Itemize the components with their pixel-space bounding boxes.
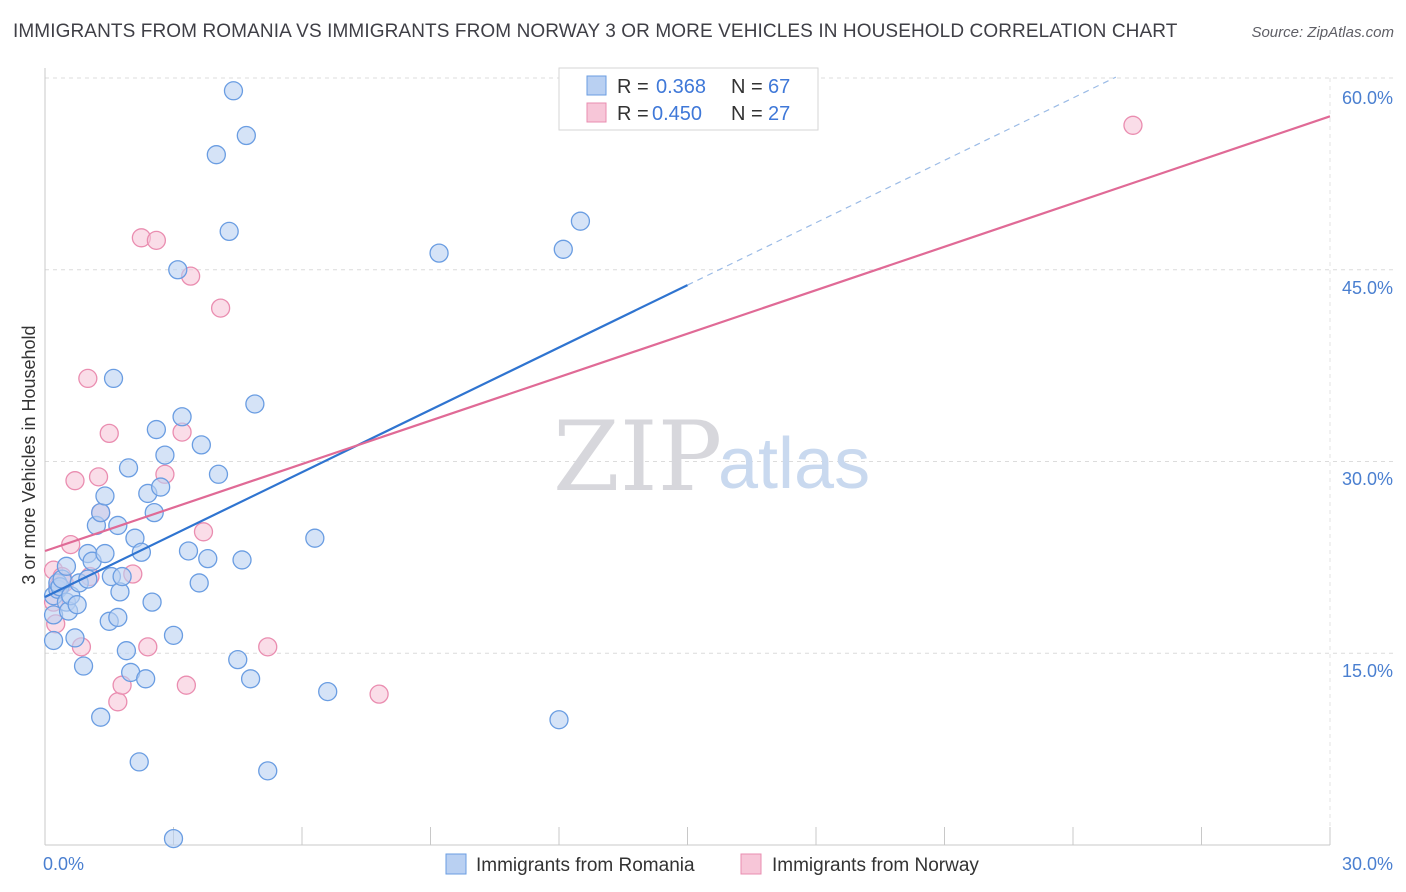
legend-r-label-norway: R = — [617, 103, 649, 125]
romania-point-52 — [208, 464, 229, 484]
norway-point-27 — [369, 684, 389, 704]
romania-point-45 — [168, 260, 188, 280]
y-tick-label-60: 60.0% — [1342, 88, 1393, 108]
legend-n-value-norway: 27 — [768, 103, 790, 125]
romania-point-29 — [112, 566, 132, 587]
legend-r-value-romania: 0.368 — [656, 76, 706, 98]
series-legend: Immigrants from Romania Immigrants from … — [445, 853, 979, 876]
romania-point-55 — [228, 649, 248, 670]
romania-point-39 — [144, 502, 164, 523]
romania-point-21 — [95, 543, 115, 564]
norway-point-22 — [176, 675, 197, 695]
norway-point-26 — [258, 637, 278, 657]
y-tick-label-30: 30.0% — [1342, 469, 1393, 489]
romania-point-22 — [95, 486, 115, 506]
bottom-legend-label-romania: Immigrants from Romania — [476, 855, 695, 876]
romania-point-36 — [136, 669, 156, 689]
romania-point-56 — [232, 550, 252, 570]
romania-point-47 — [178, 541, 199, 561]
chart-title: IMMIGRANTS FROM ROMANIA VS IMMIGRANTS FR… — [13, 21, 1178, 42]
romania-point-38 — [142, 592, 162, 612]
romania-point-42 — [155, 445, 175, 465]
x-tick-label-30: 30.0% — [1342, 854, 1393, 874]
norway-point-11 — [88, 467, 109, 487]
romania-point-61 — [305, 528, 325, 548]
romania-point-50 — [198, 549, 218, 569]
romania-point-48 — [189, 573, 209, 593]
series-romania-points — [43, 81, 591, 849]
romania-point-63 — [429, 243, 449, 263]
romania-point-46 — [172, 407, 192, 427]
legend-swatch-romania — [586, 75, 607, 96]
romania-point-62 — [318, 681, 338, 702]
legend-n-value-romania: 67 — [768, 76, 790, 98]
romania-point-60 — [258, 761, 278, 781]
romania-point-57 — [236, 125, 256, 146]
trend-lines — [44, 76, 1331, 598]
romania-point-20 — [91, 707, 111, 727]
y-tick-label-15: 15.0% — [1342, 661, 1393, 681]
romania-point-19 — [91, 502, 111, 523]
romania-point-64 — [549, 710, 569, 730]
bottom-legend-swatch-romania — [445, 853, 467, 875]
bottom-legend-swatch-norway — [740, 853, 762, 875]
romania-point-59 — [245, 394, 265, 414]
romania-point-11 — [65, 628, 85, 648]
norway-point-7 — [65, 471, 85, 491]
norway-point-25 — [210, 298, 231, 318]
romania-point-58 — [240, 669, 261, 689]
stats-legend: R = 0.368 N = 67 R = 0.450 N = 27 — [558, 67, 819, 131]
norway-point-24 — [193, 522, 214, 542]
romania-point-8 — [56, 556, 77, 576]
norway-point-9 — [78, 368, 98, 389]
axes — [44, 68, 1331, 846]
norway-point-13 — [99, 423, 119, 444]
romania-point-12 — [67, 595, 87, 615]
legend-r-label-romania: R = — [617, 76, 649, 98]
legend-swatch-norway — [586, 102, 607, 123]
romania-point-26 — [108, 607, 128, 628]
legend-n-label-romania: N = — [731, 76, 763, 98]
y-tick-label-45: 45.0% — [1342, 278, 1393, 298]
watermark-zip: ZIP — [553, 401, 722, 513]
romania-point-54 — [223, 81, 244, 101]
romania-point-14 — [73, 656, 94, 676]
romania-point-65 — [553, 239, 573, 259]
romania-point-41 — [150, 477, 171, 497]
romania-point-49 — [191, 435, 211, 455]
chart-source: Source: ZipAtlas.com — [1251, 24, 1394, 41]
romania-point-34 — [129, 752, 149, 772]
y-axis-title: 3 or more Vehicles in Household — [19, 325, 39, 584]
romania-point-44 — [163, 625, 184, 646]
x-tick-label-0: 0.0% — [43, 854, 84, 874]
norway-trend-line — [44, 115, 1331, 553]
bottom-legend-label-norway: Immigrants from Norway — [772, 855, 979, 876]
romania-point-51 — [206, 145, 226, 165]
norway-point-19 — [146, 230, 167, 250]
norway-point-28 — [1123, 115, 1143, 135]
romania-point-30 — [116, 641, 137, 661]
romania-point-43 — [163, 828, 184, 849]
romania-trend-line — [44, 284, 688, 598]
watermark-atlas: atlas — [718, 424, 870, 504]
norway-point-14 — [108, 692, 128, 712]
legend-n-label-norway: N = — [731, 103, 763, 125]
norway-point-18 — [138, 637, 158, 657]
romania-point-31 — [118, 458, 139, 478]
romania-point-25 — [103, 368, 124, 389]
watermark: ZIP atlas — [553, 401, 870, 513]
romania-point-66 — [570, 211, 591, 231]
romania-point-40 — [146, 419, 167, 440]
romania-point-0 — [43, 630, 64, 651]
romania-point-53 — [219, 221, 239, 242]
legend-r-value-norway: 0.450 — [652, 103, 702, 125]
romania-trend-extension — [687, 76, 1117, 286]
